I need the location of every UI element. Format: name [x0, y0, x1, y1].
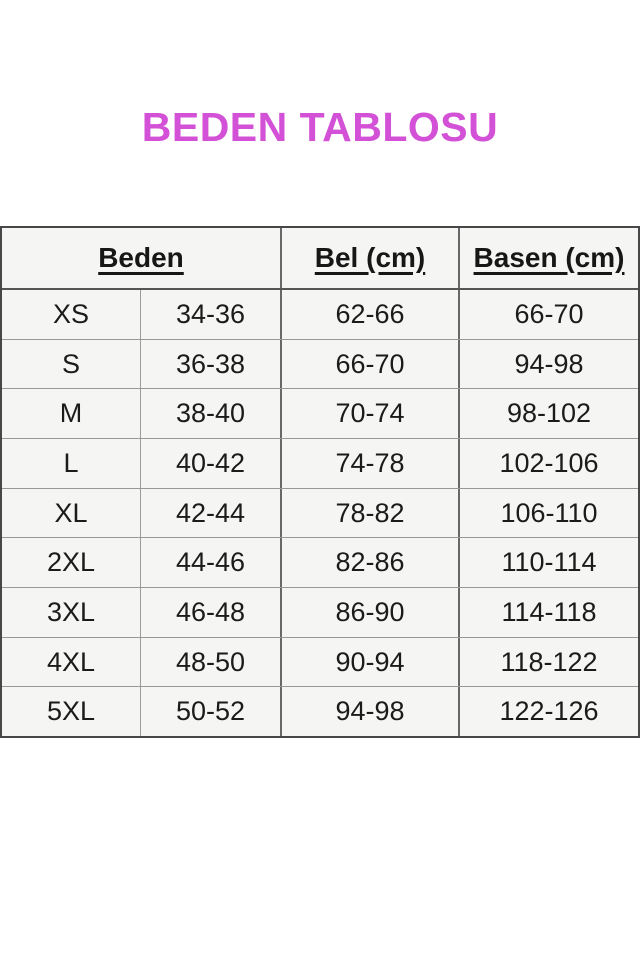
cell-bel: 74-78: [282, 439, 460, 488]
column-header-basen: Basen (cm): [473, 242, 625, 273]
cell-size-range: 42-44: [141, 488, 282, 538]
cell-size: L: [2, 439, 141, 488]
cell-basen: 106-110: [500, 497, 598, 528]
cell-size: 2XL: [2, 538, 141, 588]
page-title: BEDEN TABLOSU: [141, 104, 499, 150]
cell-size-range: 48-50: [141, 637, 282, 687]
table-row: 2XL 44-46 82-86 110-114: [2, 538, 638, 589]
table-header-row: Beden Bel (cm) Basen (cm): [2, 228, 638, 290]
cell-size-range: 50-52: [141, 687, 282, 737]
table-row: L 40-42 74-78 102-106: [2, 439, 638, 489]
table-row: 4XL 48-50 90-94 118-122: [2, 637, 638, 688]
cell-size: 5XL: [2, 687, 141, 737]
cell-size: S: [2, 339, 141, 389]
cell-size: M: [2, 389, 141, 439]
cell-bel: 94-98: [282, 687, 460, 737]
cell-bel: 86-90: [282, 588, 460, 637]
cell-bel: 82-86: [282, 538, 460, 588]
cell-bel: 78-82: [282, 488, 460, 538]
table-row: XL 42-44 78-82 106-110: [2, 488, 638, 539]
cell-size: 3XL: [2, 588, 141, 637]
cell-size: 4XL: [2, 637, 141, 687]
cell-size: XL: [2, 488, 141, 538]
table-row: 3XL 46-48 86-90 114-118: [2, 588, 638, 638]
cell-size-range: 38-40: [141, 389, 282, 439]
cell-basen: 118-122: [500, 646, 598, 677]
cell-bel: 70-74: [282, 389, 460, 439]
cell-size-range: 46-48: [141, 588, 282, 637]
cell-bel: 66-70: [282, 339, 460, 389]
cell-basen: 66-70: [514, 298, 584, 329]
table-row: M 38-40 70-74 98-102: [2, 389, 638, 440]
cell-basen: 98-102: [506, 398, 592, 429]
cell-size-range: 44-46: [141, 538, 282, 588]
table-row: S 36-38 66-70 94-98: [2, 339, 638, 390]
cell-bel: 90-94: [282, 637, 460, 687]
table-row: XS 34-36 62-66 66-70: [2, 290, 638, 340]
cell-size-range: 40-42: [141, 439, 282, 488]
cell-size: XS: [2, 290, 141, 339]
cell-basen: 114-118: [501, 596, 597, 627]
cell-basen: 102-106: [499, 447, 599, 478]
cell-basen: 122-126: [499, 696, 599, 727]
cell-bel: 62-66: [282, 290, 460, 339]
cell-basen: 110-114: [501, 547, 597, 578]
table-row: 5XL 50-52 94-98 122-126: [2, 687, 638, 737]
cell-basen: 94-98: [514, 348, 584, 379]
cell-size-range: 36-38: [141, 339, 282, 389]
column-header-beden: Beden: [2, 228, 282, 288]
size-chart-table: Beden Bel (cm) Basen (cm) XS 34-36 62-66…: [0, 226, 640, 738]
column-header-bel: Bel (cm): [282, 228, 460, 288]
cell-size-range: 34-36: [141, 290, 282, 339]
